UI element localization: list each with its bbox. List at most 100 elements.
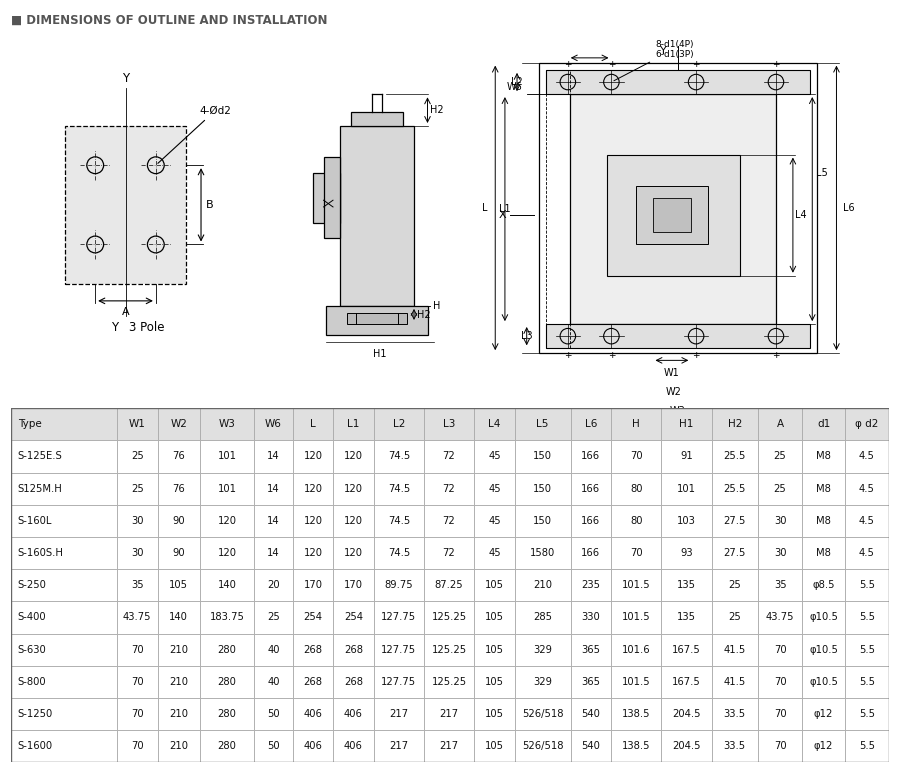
- Text: 406: 406: [344, 709, 363, 719]
- Bar: [158, 634, 200, 666]
- Text: 4-Ød2: 4-Ød2: [158, 105, 231, 163]
- Text: 5.5: 5.5: [859, 742, 875, 752]
- Text: 43.75: 43.75: [766, 612, 795, 622]
- Text: 101: 101: [677, 484, 696, 494]
- Bar: [292, 634, 333, 666]
- Bar: [662, 537, 712, 569]
- Bar: [845, 504, 889, 537]
- Text: 150: 150: [533, 516, 553, 526]
- Bar: [158, 601, 200, 634]
- Text: 5.5: 5.5: [859, 612, 875, 622]
- Bar: [324, 157, 340, 239]
- Bar: [158, 408, 200, 440]
- Bar: [611, 473, 662, 504]
- Bar: [652, 198, 691, 232]
- Bar: [845, 601, 889, 634]
- Bar: [374, 634, 424, 666]
- Bar: [11, 440, 117, 473]
- Text: L6: L6: [585, 419, 597, 429]
- Text: Y: Y: [660, 45, 667, 55]
- Text: Type: Type: [18, 419, 41, 429]
- Text: 30: 30: [774, 548, 787, 558]
- Bar: [254, 440, 292, 473]
- Text: 74.5: 74.5: [388, 548, 410, 558]
- Text: φ12: φ12: [814, 709, 833, 719]
- Bar: [712, 698, 758, 730]
- Bar: [374, 666, 424, 698]
- Bar: [424, 698, 474, 730]
- Text: 87.25: 87.25: [435, 581, 464, 590]
- Text: 210: 210: [169, 644, 188, 654]
- Bar: [802, 730, 845, 762]
- Bar: [802, 634, 845, 666]
- Bar: [11, 473, 117, 504]
- Bar: [845, 473, 889, 504]
- Bar: [333, 601, 374, 634]
- Text: 70: 70: [774, 644, 787, 654]
- Text: 25: 25: [130, 484, 144, 494]
- Bar: [474, 408, 515, 440]
- Bar: [424, 666, 474, 698]
- Bar: [662, 440, 712, 473]
- Bar: [802, 601, 845, 634]
- Bar: [712, 666, 758, 698]
- Text: +: +: [692, 60, 700, 69]
- Bar: [11, 730, 117, 762]
- Bar: [333, 408, 374, 440]
- Text: 25.5: 25.5: [724, 484, 746, 494]
- Text: M8: M8: [816, 451, 831, 461]
- Text: 5.5: 5.5: [859, 709, 875, 719]
- Text: H2: H2: [430, 105, 444, 116]
- Text: 74.5: 74.5: [388, 516, 410, 526]
- Bar: [611, 634, 662, 666]
- Text: 127.75: 127.75: [382, 612, 417, 622]
- Text: B: B: [206, 200, 213, 210]
- Text: W3: W3: [219, 419, 236, 429]
- Bar: [65, 126, 186, 284]
- Text: 329: 329: [533, 644, 553, 654]
- Text: 80: 80: [630, 516, 643, 526]
- Text: 1580: 1580: [530, 548, 555, 558]
- Text: 25: 25: [130, 451, 144, 461]
- Text: S-1250: S-1250: [18, 709, 53, 719]
- Bar: [117, 473, 158, 504]
- Text: 41.5: 41.5: [724, 677, 746, 687]
- Bar: [474, 440, 515, 473]
- Text: +: +: [772, 60, 779, 69]
- Bar: [539, 62, 817, 353]
- Bar: [571, 601, 611, 634]
- Bar: [662, 569, 712, 601]
- Text: Y: Y: [122, 72, 129, 85]
- Text: 280: 280: [218, 709, 237, 719]
- Text: 27.5: 27.5: [724, 548, 746, 558]
- Text: 120: 120: [344, 484, 363, 494]
- Text: 268: 268: [303, 677, 322, 687]
- Bar: [607, 155, 740, 276]
- Bar: [845, 440, 889, 473]
- Bar: [158, 537, 200, 569]
- Bar: [571, 569, 611, 601]
- Text: A: A: [122, 307, 130, 317]
- Bar: [254, 666, 292, 698]
- Bar: [758, 730, 802, 762]
- Bar: [845, 666, 889, 698]
- Text: 45: 45: [488, 451, 500, 461]
- Text: 135: 135: [677, 581, 696, 590]
- Bar: [374, 601, 424, 634]
- Bar: [326, 306, 428, 335]
- Text: 72: 72: [443, 516, 455, 526]
- Bar: [292, 440, 333, 473]
- Bar: [571, 537, 611, 569]
- Text: 526/518: 526/518: [522, 742, 563, 752]
- Text: 30: 30: [131, 548, 143, 558]
- Bar: [474, 569, 515, 601]
- Text: 74.5: 74.5: [388, 484, 410, 494]
- Bar: [158, 440, 200, 473]
- Bar: [200, 504, 254, 537]
- Text: H1: H1: [680, 419, 694, 429]
- Text: 4.5: 4.5: [860, 451, 875, 461]
- Bar: [758, 601, 802, 634]
- Text: M8: M8: [816, 516, 831, 526]
- Bar: [11, 504, 117, 537]
- Text: 285: 285: [533, 612, 553, 622]
